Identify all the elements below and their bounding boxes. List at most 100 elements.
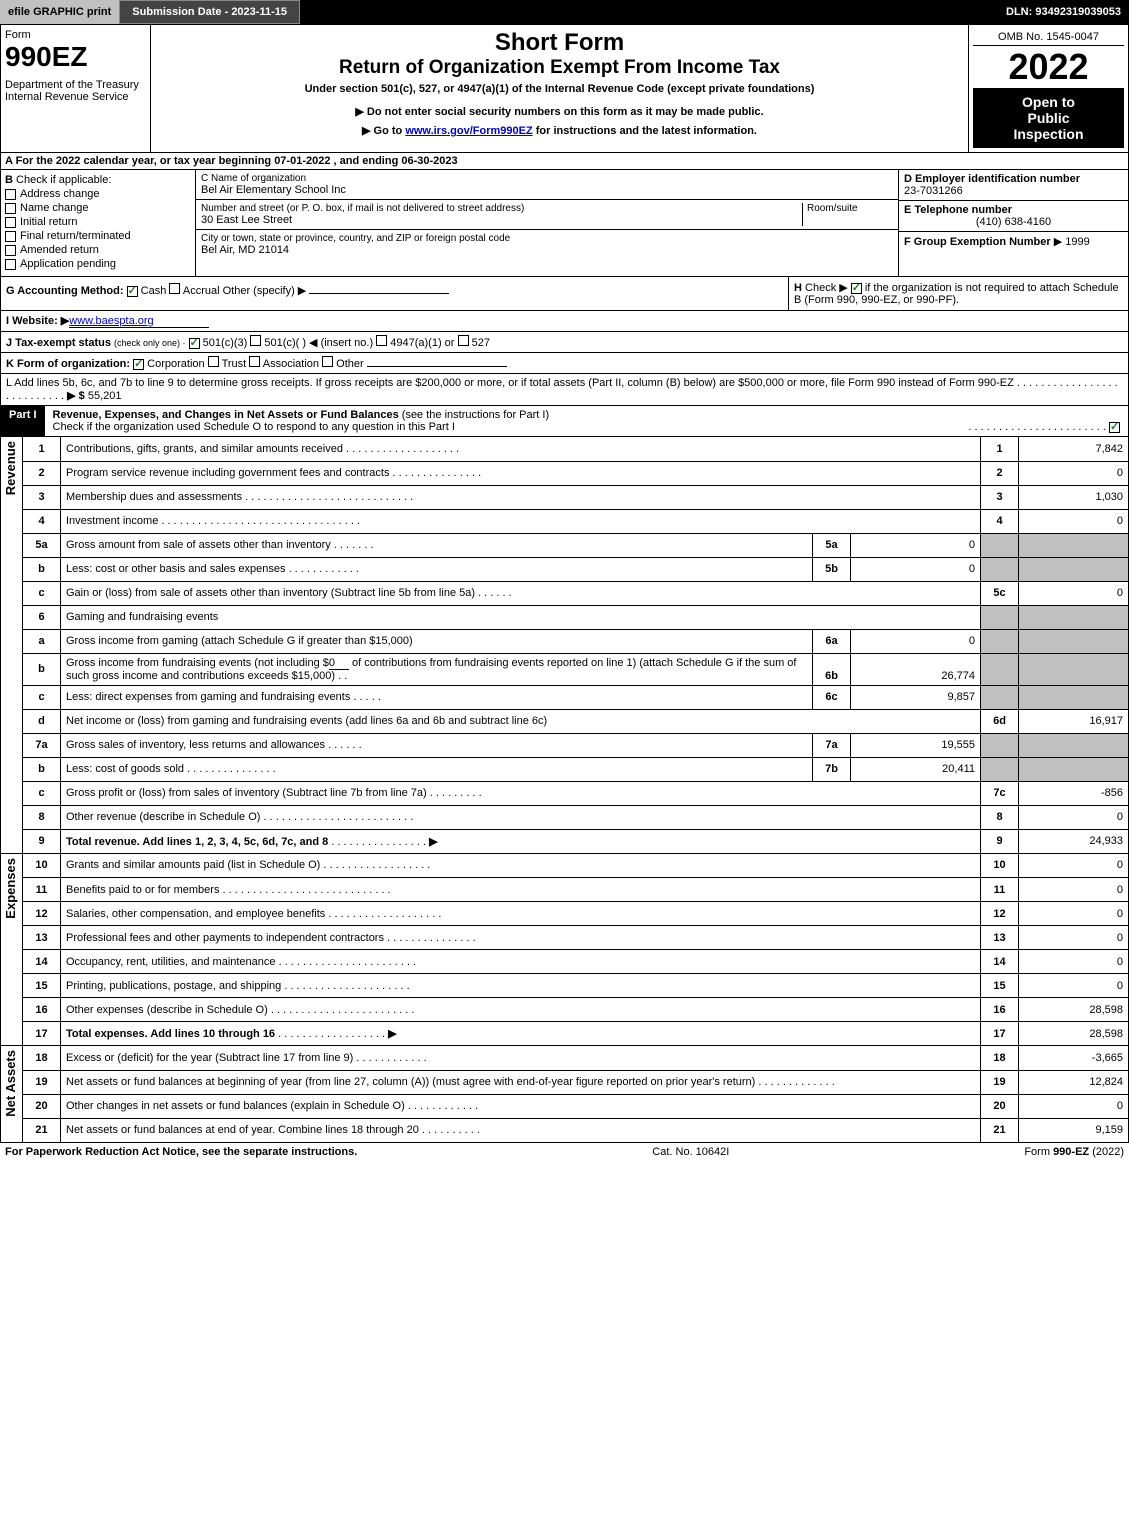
cb-schedule-b[interactable] (851, 283, 862, 294)
tax-year: 2022 (973, 46, 1124, 88)
top-bar: efile GRAPHIC print Submission Date - 20… (0, 0, 1129, 24)
form-title-main: Return of Organization Exempt From Incom… (155, 57, 964, 79)
line-8: 8Other revenue (describe in Schedule O) … (23, 805, 1129, 829)
dln-label: DLN: 93492319039053 (998, 4, 1129, 20)
h-label: H (794, 282, 802, 294)
line-6: 6Gaming and fundraising events (23, 605, 1129, 629)
cb-schedule-o-part1[interactable] (1109, 422, 1120, 433)
line-11: 11Benefits paid to or for members . . . … (23, 878, 1129, 902)
inspection-l2: Public (979, 110, 1118, 126)
cb-corporation[interactable] (133, 359, 144, 370)
website-link[interactable]: www.baespta.org (69, 315, 153, 327)
cb-other-org[interactable] (322, 356, 333, 367)
cb-accrual[interactable] (169, 283, 180, 294)
opt-corp: Corporation (147, 358, 204, 370)
efile-print-button[interactable]: efile GRAPHIC print (0, 0, 119, 24)
line-6d: dNet income or (loss) from gaming and fu… (23, 709, 1129, 733)
gross-receipts-value: 55,201 (88, 390, 122, 402)
check-only-one: (check only one) · (114, 338, 186, 348)
form-label: Form (5, 29, 146, 41)
line-6b-amount: 0 (329, 657, 349, 670)
irs-link[interactable]: www.irs.gov/Form990EZ (405, 125, 532, 137)
opt-501c: 501(c)( ) (264, 337, 306, 349)
opt-4947: 4947(a)(1) or (390, 337, 454, 349)
line-7c: cGross profit or (loss) from sales of in… (23, 781, 1129, 805)
line-1: 1Contributions, gifts, grants, and simil… (23, 437, 1129, 461)
line-7b: bLess: cost of goods sold . . . . . . . … (23, 757, 1129, 781)
line-17: 17Total expenses. Add lines 10 through 1… (23, 1022, 1129, 1046)
group-exemption-value: ▶ 1999 (1054, 236, 1090, 248)
b-label: B (5, 174, 13, 186)
h-check-prefix: Check ▶ (805, 282, 848, 294)
cb-label: Final return/terminated (20, 230, 131, 242)
form-subtitle: Under section 501(c), 527, or 4947(a)(1)… (155, 83, 964, 95)
line-5b: bLess: cost or other basis and sales exp… (23, 557, 1129, 581)
line-21: 21Net assets or fund balances at end of … (23, 1118, 1129, 1142)
section-h: H Check ▶ if the organization is not req… (788, 277, 1128, 310)
instructions-line: ▶ Go to www.irs.gov/Form990EZ for instru… (155, 124, 964, 137)
cb-final-return[interactable]: Final return/terminated (5, 230, 191, 242)
check-applicable-label: Check if applicable: (16, 174, 111, 186)
cb-name-change[interactable]: Name change (5, 202, 191, 214)
cb-label: Address change (20, 188, 100, 200)
opt-501c3: 501(c)(3) (203, 337, 248, 349)
other-specify-input[interactable] (309, 293, 449, 294)
line-6c: cLess: direct expenses from gaming and f… (23, 685, 1129, 709)
cb-initial-return[interactable]: Initial return (5, 216, 191, 228)
expenses-vlabel: Expenses (1, 854, 20, 923)
cb-trust[interactable] (208, 356, 219, 367)
line-9: 9Total revenue. Add lines 1, 2, 3, 4, 5c… (23, 829, 1129, 853)
goto-suffix: for instructions and the latest informat… (533, 125, 757, 137)
irs-label: Internal Revenue Service (5, 91, 146, 103)
section-a: A For the 2022 calendar year, or tax yea… (0, 153, 1129, 170)
cb-527[interactable] (458, 335, 469, 346)
cb-application-pending[interactable]: Application pending (5, 258, 191, 270)
revenue-vlabel: Revenue (1, 437, 20, 499)
form-number: 990EZ (5, 41, 146, 73)
line-10: 10Grants and similar amounts paid (list … (23, 854, 1129, 878)
net-assets-table: 18Excess or (deficit) for the year (Subt… (22, 1046, 1129, 1143)
info-grid: B Check if applicable: Address change Na… (0, 170, 1129, 277)
part-1-header: Part I Revenue, Expenses, and Changes in… (0, 406, 1129, 437)
other-org-input[interactable] (367, 366, 507, 367)
opt-other: Other (336, 358, 364, 370)
form-ref: Form 990-EZ (2022) (1024, 1146, 1124, 1158)
cb-501c3[interactable] (189, 338, 200, 349)
cb-label: Application pending (20, 258, 116, 270)
room-suite-label: Room/suite (803, 203, 893, 226)
cb-address-change[interactable]: Address change (5, 188, 191, 200)
website-label: I Website: ▶ (6, 315, 69, 327)
cb-association[interactable] (249, 356, 260, 367)
paperwork-notice: For Paperwork Reduction Act Notice, see … (5, 1146, 357, 1158)
line-12: 12Salaries, other compensation, and empl… (23, 902, 1129, 926)
cb-amended-return[interactable]: Amended return (5, 244, 191, 256)
tax-year-range: A For the 2022 calendar year, or tax yea… (5, 155, 458, 167)
inspection-box: Open to Public Inspection (973, 88, 1124, 148)
line-3: 3Membership dues and assessments . . . .… (23, 485, 1129, 509)
line-18: 18Excess or (deficit) for the year (Subt… (23, 1046, 1129, 1070)
form-org-label: K Form of organization: (6, 358, 130, 370)
section-def: D Employer identification number 23-7031… (898, 170, 1128, 276)
page-footer: For Paperwork Reduction Act Notice, see … (0, 1143, 1129, 1161)
line-4: 4Investment income . . . . . . . . . . .… (23, 509, 1129, 533)
section-l: L Add lines 5b, 6c, and 7b to line 9 to … (0, 374, 1129, 406)
cb-501c[interactable] (250, 335, 261, 346)
insert-no: ◀ (insert no.) (309, 337, 373, 349)
expenses-table: 10Grants and similar amounts paid (list … (22, 854, 1129, 1047)
section-i: I Website: ▶www.baespta.org (0, 311, 1129, 332)
city-label: City or town, state or province, country… (201, 233, 893, 244)
city-state-zip: Bel Air, MD 21014 (201, 244, 893, 256)
goto-prefix: ▶ Go to (362, 125, 405, 137)
cb-label: Name change (20, 202, 89, 214)
submission-date: Submission Date - 2023-11-15 (119, 0, 300, 24)
line-15: 15Printing, publications, postage, and s… (23, 974, 1129, 998)
part-1-check-note: Check if the organization used Schedule … (53, 421, 455, 433)
other-specify-label: Other (specify) ▶ (223, 285, 307, 297)
cb-cash[interactable] (127, 286, 138, 297)
accounting-method-label: G Accounting Method: (6, 285, 124, 297)
l-arrow: ▶ $ (67, 390, 85, 402)
cb-4947[interactable] (376, 335, 387, 346)
phone-label: E Telephone number (904, 204, 1012, 216)
accrual-label: Accrual (183, 285, 220, 297)
cat-number: Cat. No. 10642I (652, 1146, 729, 1158)
